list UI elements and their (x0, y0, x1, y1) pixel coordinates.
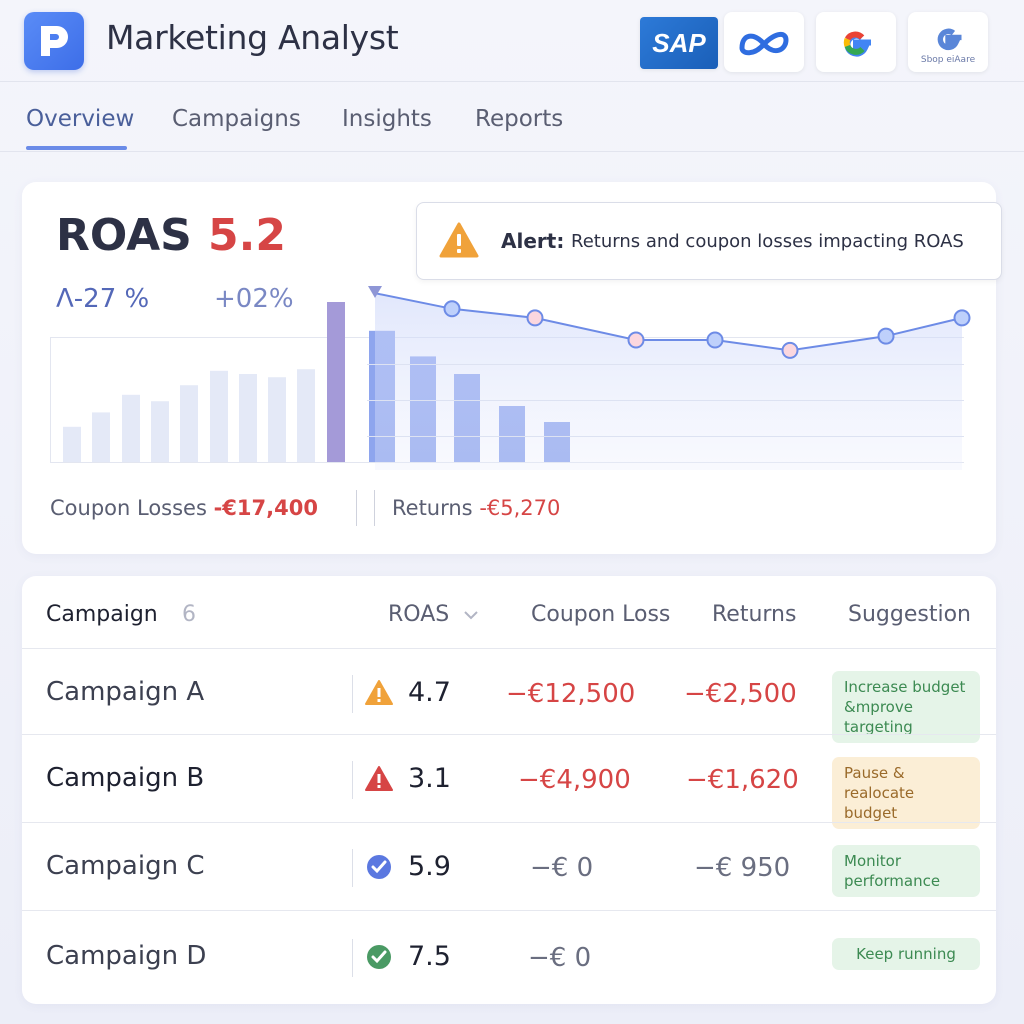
sap-logo-text: SAP (652, 27, 706, 58)
chart-point (781, 341, 799, 359)
chart-point (443, 300, 461, 318)
cell-divider (352, 849, 353, 887)
roas-value: 5.2 (208, 210, 286, 261)
check-green-icon (367, 945, 391, 969)
roas-delta-secondary: +02% (214, 284, 294, 314)
roas-chart (50, 286, 971, 470)
roas-value: 4.7 (408, 677, 451, 708)
app-title: Marketing Analyst (106, 18, 399, 57)
suggestion-badge[interactable]: Monitor performance (832, 845, 980, 897)
chart-bar (63, 426, 81, 462)
alert-label: Alert: (501, 229, 565, 253)
google-g-icon (843, 31, 871, 57)
google-shop-caption: Sbop eiAare (920, 55, 976, 65)
chart-bar (268, 377, 286, 462)
alert-banner[interactable]: Alert: Returns and coupon losses impacti… (416, 202, 1002, 280)
chart-point (953, 309, 971, 327)
returns-label: Returns (392, 496, 473, 520)
p-app-icon[interactable] (24, 12, 84, 70)
campaign-count: 6 (182, 602, 196, 627)
suggestion-badge[interactable]: Pause & realocate budget (832, 757, 980, 829)
column-header-roas[interactable]: ROAS (388, 602, 480, 627)
chart-bar (239, 374, 257, 462)
coupon-loss-value: −€4,900 (518, 765, 631, 795)
chart-point (877, 327, 895, 345)
chevron-down-icon (464, 611, 478, 620)
sap-logo[interactable]: SAP (640, 17, 718, 69)
chart-bar (327, 302, 345, 462)
check-blue-icon (367, 855, 391, 879)
app-header: Marketing Analyst SAP Sbop eiAare (0, 0, 1024, 82)
suggestion-badge[interactable]: Keep running (832, 938, 980, 970)
returns-stat: Returns -€5,270 (392, 496, 560, 520)
column-header-coupon-loss[interactable]: Coupon Loss (531, 602, 671, 627)
coupon-losses-label: Coupon Losses (50, 496, 207, 520)
chart-bar (122, 394, 140, 462)
returns-value: −€1,620 (686, 765, 799, 795)
table-row[interactable]: Campaign C 5.9 −€ 0 −€ 950 Monitor perfo… (22, 822, 996, 910)
chart-bar (92, 412, 110, 462)
tab-overview[interactable]: Overview (26, 106, 135, 132)
roas-label: ROAS (56, 210, 192, 261)
roas-value: 5.9 (408, 851, 451, 882)
tab-reports[interactable]: Reports (475, 106, 564, 132)
chart-bar (151, 401, 169, 462)
campaign-table: Campaign 6 ROAS Coupon Loss Returns Sugg… (22, 576, 996, 1004)
coupon-losses-stat: Coupon Losses -€17,400 (50, 496, 318, 520)
tab-insights[interactable]: Insights (342, 106, 432, 132)
column-header-suggestion[interactable]: Suggestion (848, 602, 971, 627)
google-g-blue-icon (937, 28, 962, 51)
warning-orange-icon (365, 680, 393, 705)
coupon-loss-value: −€ 0 (528, 943, 592, 973)
coupon-losses-value: -€17,400 (213, 496, 318, 520)
chart-point (706, 331, 724, 349)
returns-value: −€ 950 (694, 853, 791, 883)
chart-bar (180, 385, 198, 462)
returns-value: -€5,270 (479, 496, 561, 520)
summary-card: ROAS 5.2 Λ-27 % +02% Alert: Returns and … (22, 182, 1002, 554)
table-row[interactable]: Campaign A 4.7 −€12,500 −€2,500 Increase… (22, 648, 996, 743)
campaign-name[interactable]: Campaign A (46, 677, 205, 707)
tab-bar: Overview Campaigns Insights Reports (0, 82, 1024, 152)
tab-campaigns[interactable]: Campaigns (172, 106, 301, 132)
google-logo[interactable] (816, 12, 896, 72)
active-tab-indicator (26, 146, 127, 150)
roas-delta-primary: Λ-27 % (56, 284, 150, 314)
roas-value: 3.1 (408, 763, 451, 794)
chart-bar (210, 370, 228, 462)
chart-point (526, 309, 544, 327)
chart-marker-icon (368, 286, 382, 298)
cell-divider (352, 939, 353, 977)
alert-message: Returns and coupon losses impacting ROAS (571, 231, 964, 252)
coupon-loss-value: −€12,500 (506, 679, 636, 709)
table-row[interactable]: Campaign B 3.1 −€4,900 −€1,620 Pause & r… (22, 734, 996, 829)
chart-bar (297, 369, 315, 462)
suggestion-badge[interactable]: Increase budget &mprove targeting (832, 671, 980, 743)
cell-divider (352, 761, 353, 799)
cell-divider (352, 675, 353, 713)
warning-icon (439, 222, 479, 258)
meta-infinity-icon (739, 32, 789, 56)
coupon-loss-value: −€ 0 (530, 853, 594, 883)
campaign-name[interactable]: Campaign D (46, 941, 207, 971)
column-header-campaign[interactable]: Campaign (46, 602, 158, 627)
column-header-returns[interactable]: Returns (712, 602, 797, 627)
returns-value: −€2,500 (684, 679, 797, 709)
warning-red-icon (365, 766, 393, 791)
google-shop-logo[interactable]: Sbop eiAare (908, 12, 988, 72)
campaign-name[interactable]: Campaign B (46, 763, 205, 793)
stat-divider (356, 490, 357, 526)
table-row[interactable]: Campaign D 7.5 −€ 0 Keep running (22, 910, 996, 1000)
stat-divider (374, 490, 375, 526)
roas-header-label: ROAS (388, 602, 450, 627)
roas-value: 7.5 (408, 941, 451, 972)
meta-logo[interactable] (724, 12, 804, 72)
campaign-name[interactable]: Campaign C (46, 851, 205, 881)
chart-point (627, 331, 645, 349)
